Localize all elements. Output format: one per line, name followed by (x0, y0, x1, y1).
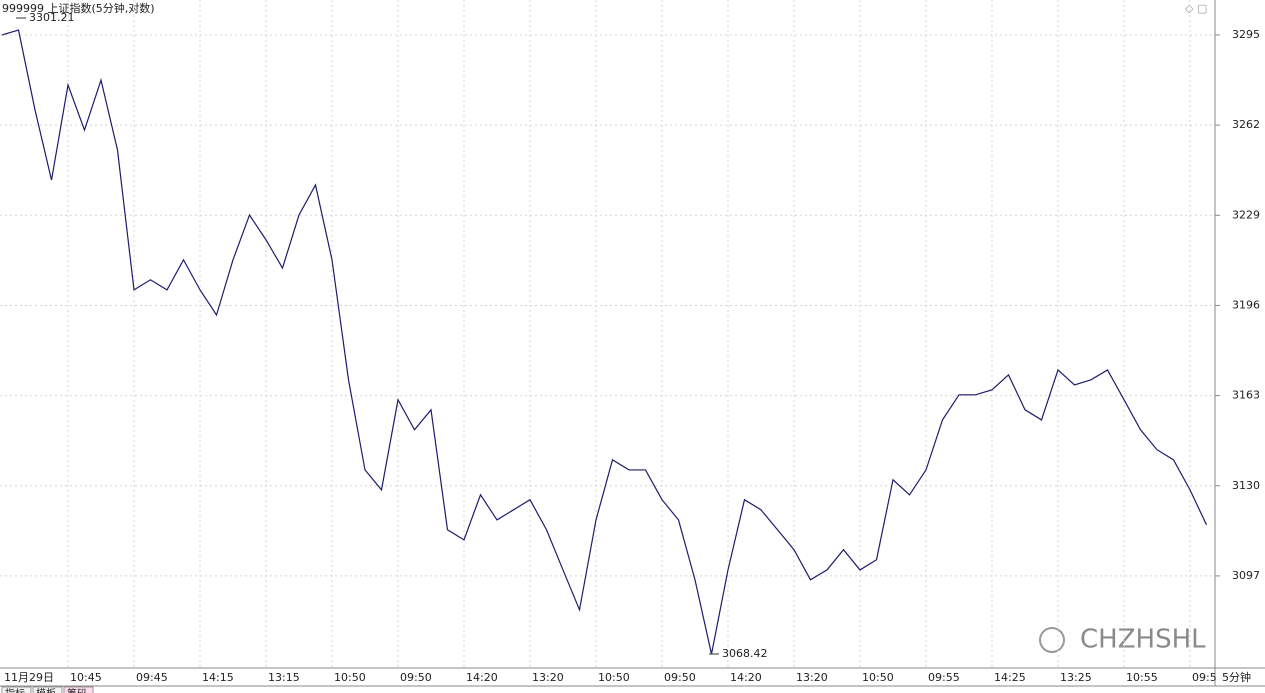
x-tick-label: 09:55 (928, 671, 960, 684)
x-tick-label: 10:50 (598, 671, 630, 684)
watermark: CHZHSHL (1080, 625, 1206, 655)
watermark-icon (1039, 627, 1065, 653)
y-tick-label: 3196 (1232, 298, 1260, 311)
y-tick-label: 3130 (1232, 479, 1260, 492)
x-tick-label: 14:20 (466, 671, 498, 684)
x-tick-label: 10:45 (70, 671, 102, 684)
chart-title: 999999 上证指数(5分钟,对数) (2, 1, 155, 15)
y-tick-label: 3163 (1232, 389, 1260, 402)
x-tick-label: 10:50 (862, 671, 894, 684)
high-label: 3301.21 (29, 11, 75, 24)
x-tick-label: 09:50 (400, 671, 432, 684)
x-tick-label: 09:50 (664, 671, 696, 684)
y-tick-label: 3295 (1232, 28, 1260, 41)
tab-label: 指标 (5, 687, 25, 693)
y-tick-label: 3262 (1232, 118, 1260, 131)
x-tick-label: 13:25 (1060, 671, 1092, 684)
x-tick-label: 14:15 (202, 671, 234, 684)
price-line (1, 29, 1208, 655)
x-tick-label: 13:20 (796, 671, 828, 684)
tab (32, 686, 63, 693)
low-label: 3068.42 (722, 647, 768, 660)
tab (63, 686, 94, 693)
y-tick-label: 3229 (1232, 208, 1260, 221)
y-tick-label: 3097 (1232, 569, 1260, 582)
tab-label: 筹码 (67, 687, 87, 693)
x-tick-label: 09:5 (1192, 671, 1217, 684)
x-tick-label: 10:50 (334, 671, 366, 684)
x-tick-label: 14:25 (994, 671, 1026, 684)
x-tick-label: 09:45 (136, 671, 168, 684)
x-tick-label: 13:20 (532, 671, 564, 684)
x-tick-label: 11月29日 (4, 671, 54, 684)
period-label: 5分钟 (1222, 670, 1251, 684)
x-tick-label: 14:20 (730, 671, 762, 684)
x-tick-label: 10:55 (1126, 671, 1158, 684)
window-icons: ◇ ▢ (1185, 2, 1207, 15)
x-tick-label: 13:15 (268, 671, 300, 684)
tab (1, 686, 32, 693)
tab-label: 模板 (36, 687, 56, 693)
